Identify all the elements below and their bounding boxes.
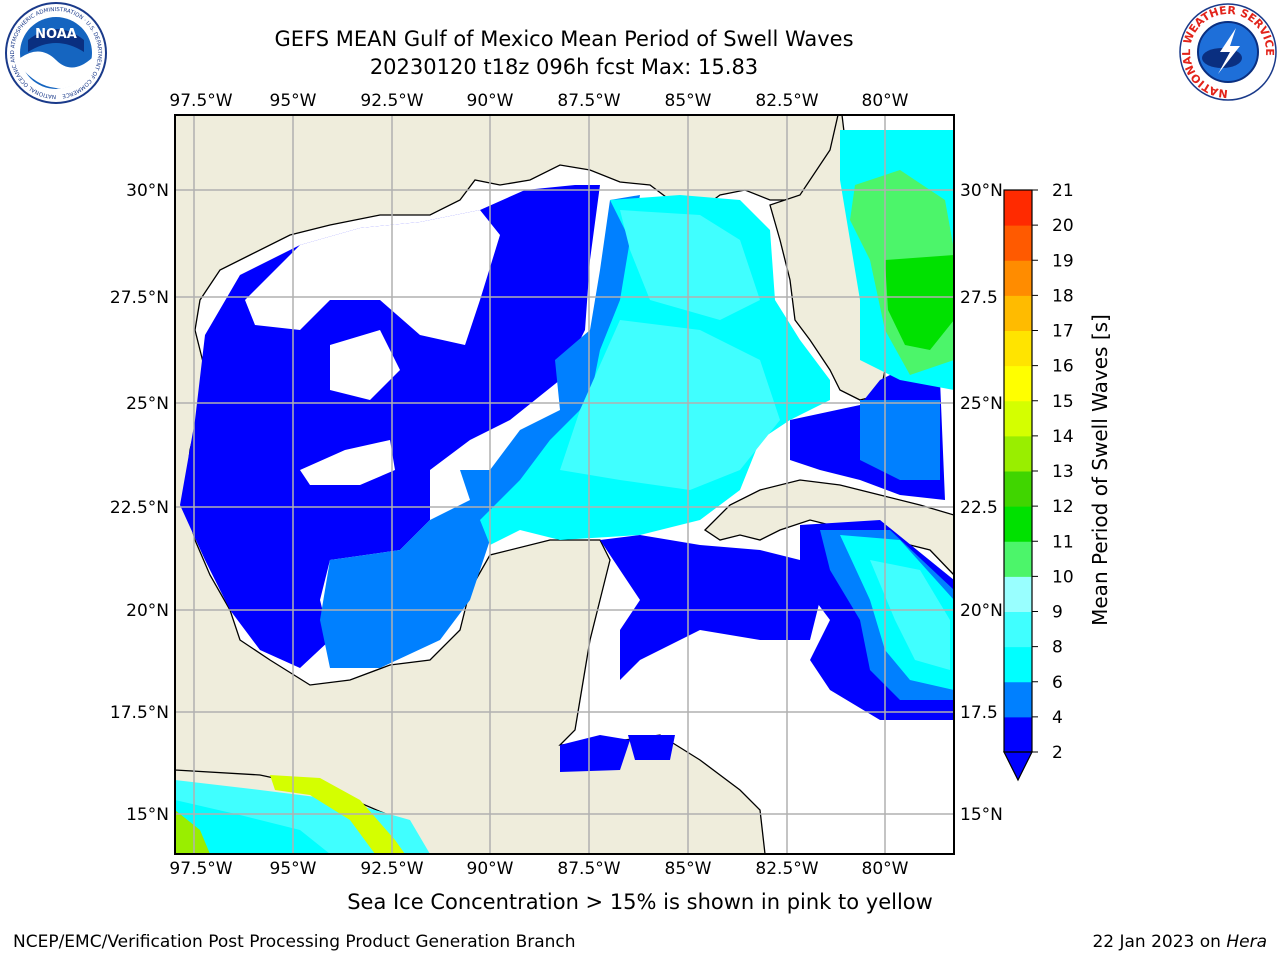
colorbar-tick-label: 21 [1052, 181, 1074, 201]
lon-labels-top: 97.5°W 95°W 92.5°W 90°W 87.5°W 85°W 82.5°W 80°W [169, 91, 908, 111]
lat-label-right: 27.5 [960, 288, 998, 308]
colorbar-segment [1004, 681, 1032, 718]
lon-label-bottom: 82.5°W [755, 859, 818, 879]
lon-label-top: 95°W [270, 91, 317, 111]
lat-label-left: 27.5°N [110, 288, 169, 308]
colorbar-tick-label: 12 [1052, 497, 1074, 517]
colorbar-label: Mean Period of Swell Waves [s] [1088, 314, 1112, 626]
lon-label-top: 97.5°W [169, 91, 232, 111]
footer-credit: NCEP/EMC/Verification Post Processing Pr… [13, 932, 576, 952]
colorbar-tick-label: 13 [1052, 462, 1074, 482]
land-layer [175, 115, 954, 854]
colorbar-segment [1004, 576, 1032, 612]
map-frame [174, 114, 955, 855]
footer-date-text: 22 Jan 2023 on [1092, 932, 1227, 952]
colorbar-segment [1004, 400, 1032, 437]
colorbar-tick-label: 2 [1052, 743, 1063, 763]
lat-label-left: 22.5°N [110, 498, 169, 518]
noaa-logo-icon: NOAA NATIONAL OCEANIC AND ATMOSPHERIC AD… [5, 2, 107, 104]
colorbar-tick-label: 19 [1052, 251, 1074, 271]
lat-label-right: 30°N [960, 181, 1003, 201]
chart-title: GEFS MEAN Gulf of Mexico Mean Period of … [274, 27, 854, 51]
colorbar-tick-label: 15 [1052, 392, 1074, 412]
lon-label-bottom: 97.5°W [169, 859, 232, 879]
nws-logo-icon: NATIONAL WEATHER SERVICE [1179, 3, 1277, 101]
colorbar-segment [1004, 646, 1032, 683]
gridlines [175, 115, 954, 854]
lat-label-right: 25°N [960, 394, 1003, 414]
lat-label-left: 30°N [126, 181, 169, 201]
lat-label-left: 25°N [126, 394, 169, 414]
lon-label-top: 85°W [665, 91, 712, 111]
colorbar-segment [1004, 225, 1032, 261]
colorbar-segment [1004, 295, 1032, 331]
noaa-logo-text: NOAA [35, 27, 77, 42]
colorbar-tick-label: 17 [1052, 322, 1074, 342]
colorbar-tick-label: 20 [1052, 216, 1074, 236]
colorbar-tick-label: 9 [1052, 603, 1063, 623]
lat-labels-right: 30°N 27.5 25°N 22.5 20°N 17.5 15°N [960, 181, 1003, 825]
lon-label-bottom: 90°W [467, 859, 514, 879]
footer-date: 22 Jan 2023 on Hera [1092, 932, 1267, 952]
colorbar-segment [1004, 541, 1032, 577]
lon-label-top: 80°W [862, 91, 909, 111]
lat-label-left: 20°N [126, 601, 169, 621]
footer-host: Hera [1226, 932, 1267, 952]
colorbar-segment [1004, 716, 1032, 753]
colorbar-segment [1004, 611, 1032, 648]
colorbar-tick-label: 14 [1052, 427, 1074, 447]
lat-label-right: 15°N [960, 805, 1003, 825]
colorbar-segment [1004, 435, 1032, 472]
colorbar-extend-arrow [1003, 751, 1033, 782]
lat-label-left: 15°N [126, 805, 169, 825]
colorbar-segment [1004, 506, 1032, 542]
colorbar-tick-label: 4 [1052, 708, 1063, 728]
lon-label-bottom: 95°W [270, 859, 317, 879]
lon-label-bottom: 92.5°W [360, 859, 423, 879]
colorbar: 21 20 19 18 17 16 15 14 13 12 11 10 9 8 6 4 2 [1003, 181, 1074, 782]
lon-label-bottom: 80°W [862, 859, 909, 879]
lon-label-top: 87.5°W [557, 91, 620, 111]
lat-labels-left: 30°N 27.5°N 25°N 22.5°N 20°N 17.5°N 15°N [110, 181, 169, 825]
colorbar-tick-label: 6 [1052, 673, 1063, 693]
chart-subtitle: 20230120 t18z 096h fcst Max: 15.83 [369, 55, 759, 79]
sea-ice-note: Sea Ice Concentration > 15% is shown in … [347, 890, 933, 914]
lon-label-bottom: 85°W [665, 859, 712, 879]
lat-label-right: 20°N [960, 601, 1003, 621]
colorbar-tick-label: 16 [1052, 357, 1074, 377]
map-area [175, 115, 954, 854]
colorbar-tick-label: 8 [1052, 638, 1063, 658]
colorbar-segment [1004, 365, 1032, 402]
lat-label-left: 17.5°N [110, 703, 169, 723]
lat-label-right: 22.5 [960, 498, 998, 518]
colorbar-tick-label: 18 [1052, 286, 1074, 306]
swell-period-field [175, 130, 954, 854]
lon-labels-bottom: 97.5°W 95°W 92.5°W 90°W 87.5°W 85°W 82.5°W 80°W [169, 859, 908, 879]
colorbar-segment [1004, 330, 1032, 367]
colorbar-segment [1004, 190, 1032, 226]
colorbar-segment [1004, 260, 1032, 296]
colorbar-tick-label: 11 [1052, 532, 1074, 552]
lat-label-right: 17.5 [960, 703, 998, 723]
lon-label-top: 82.5°W [755, 91, 818, 111]
lon-label-top: 90°W [467, 91, 514, 111]
lon-label-top: 92.5°W [360, 91, 423, 111]
colorbar-tick-label: 10 [1052, 567, 1074, 587]
colorbar-segment [1004, 471, 1032, 507]
lon-label-bottom: 87.5°W [557, 859, 620, 879]
